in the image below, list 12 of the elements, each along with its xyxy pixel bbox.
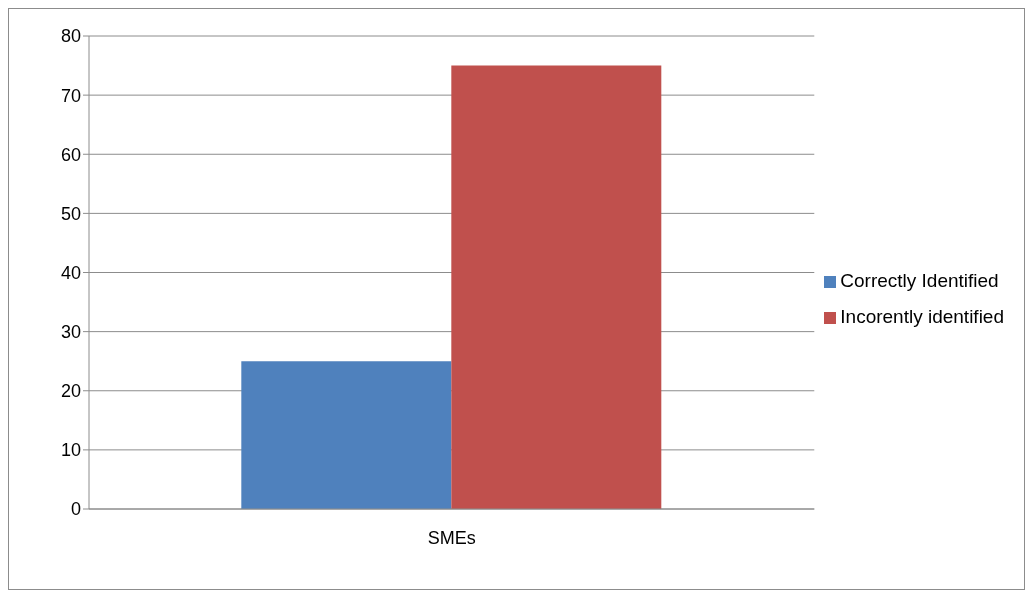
legend-label: Incorently identified [840, 306, 1004, 327]
y-tick-label: 80 [60, 26, 81, 47]
y-tick-label: 50 [60, 203, 81, 224]
y-tick-label: 40 [60, 262, 81, 283]
legend-label: Correctly Identified [840, 270, 999, 291]
y-tick-label: 30 [60, 322, 81, 343]
y-tick-label: 70 [60, 85, 81, 106]
y-tick-label: 0 [70, 499, 81, 520]
y-tick-label: 20 [60, 381, 81, 402]
x-tick-label: SMEs [427, 527, 476, 548]
y-tick-label: 60 [60, 144, 81, 165]
y-tick-label: 10 [60, 440, 81, 461]
